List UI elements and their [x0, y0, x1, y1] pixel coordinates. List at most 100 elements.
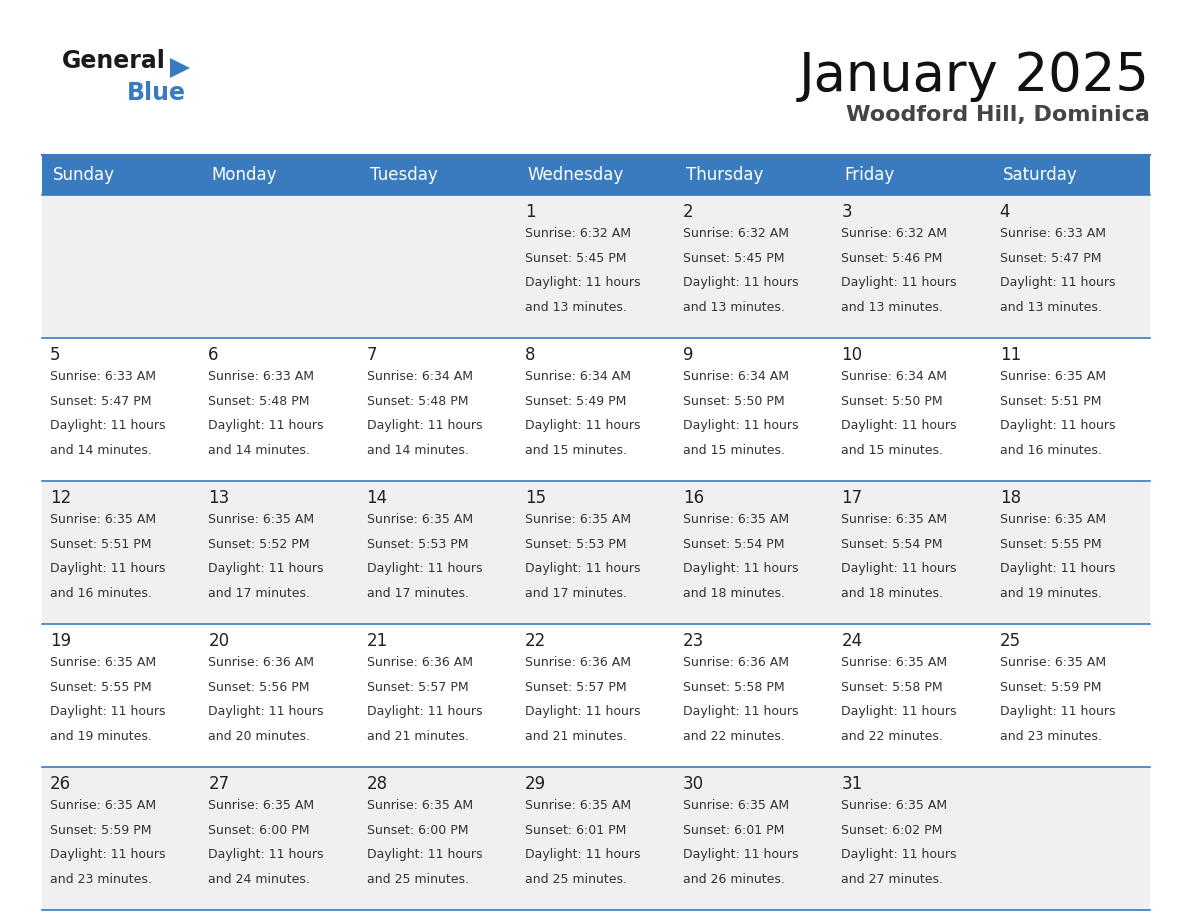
Text: 4: 4: [1000, 203, 1010, 221]
Text: 31: 31: [841, 775, 862, 793]
Text: Daylight: 11 hours: Daylight: 11 hours: [683, 848, 798, 861]
Text: Daylight: 11 hours: Daylight: 11 hours: [50, 705, 165, 718]
Text: Sunrise: 6:35 AM: Sunrise: 6:35 AM: [683, 799, 789, 812]
Text: Daylight: 11 hours: Daylight: 11 hours: [1000, 419, 1116, 432]
Text: 10: 10: [841, 346, 862, 364]
Text: and 25 minutes.: and 25 minutes.: [525, 873, 627, 886]
Text: Sunset: 5:52 PM: Sunset: 5:52 PM: [208, 538, 310, 551]
Text: and 14 minutes.: and 14 minutes.: [208, 443, 310, 456]
Text: Daylight: 11 hours: Daylight: 11 hours: [367, 848, 482, 861]
Text: Tuesday: Tuesday: [369, 166, 437, 184]
Text: and 27 minutes.: and 27 minutes.: [841, 873, 943, 886]
Text: and 14 minutes.: and 14 minutes.: [50, 443, 152, 456]
Text: Sunset: 5:48 PM: Sunset: 5:48 PM: [367, 395, 468, 408]
Text: Daylight: 11 hours: Daylight: 11 hours: [841, 276, 956, 289]
Text: Daylight: 11 hours: Daylight: 11 hours: [683, 276, 798, 289]
Bar: [992, 624, 1150, 767]
Bar: [517, 767, 675, 910]
Text: Sunset: 5:54 PM: Sunset: 5:54 PM: [841, 538, 943, 551]
Text: Sunset: 5:49 PM: Sunset: 5:49 PM: [525, 395, 626, 408]
Bar: [201, 155, 359, 195]
Text: 18: 18: [1000, 489, 1020, 507]
Bar: [834, 481, 992, 624]
Bar: [992, 481, 1150, 624]
Text: and 13 minutes.: and 13 minutes.: [841, 300, 943, 314]
Text: Sunrise: 6:35 AM: Sunrise: 6:35 AM: [841, 799, 948, 812]
Text: and 13 minutes.: and 13 minutes.: [683, 300, 785, 314]
Text: Thursday: Thursday: [687, 166, 764, 184]
Text: Sunset: 5:45 PM: Sunset: 5:45 PM: [683, 252, 784, 264]
Text: and 19 minutes.: and 19 minutes.: [50, 730, 152, 743]
Text: Daylight: 11 hours: Daylight: 11 hours: [208, 705, 324, 718]
Text: 9: 9: [683, 346, 694, 364]
Bar: [359, 155, 517, 195]
Text: and 15 minutes.: and 15 minutes.: [683, 443, 785, 456]
Text: Daylight: 11 hours: Daylight: 11 hours: [525, 276, 640, 289]
Text: Daylight: 11 hours: Daylight: 11 hours: [367, 705, 482, 718]
Text: 6: 6: [208, 346, 219, 364]
Text: Sunrise: 6:35 AM: Sunrise: 6:35 AM: [1000, 370, 1106, 383]
Text: Daylight: 11 hours: Daylight: 11 hours: [683, 419, 798, 432]
Text: Sunrise: 6:33 AM: Sunrise: 6:33 AM: [50, 370, 156, 383]
Text: Sunrise: 6:36 AM: Sunrise: 6:36 AM: [525, 656, 631, 669]
Text: and 23 minutes.: and 23 minutes.: [50, 873, 152, 886]
Text: and 15 minutes.: and 15 minutes.: [841, 443, 943, 456]
Text: Sunrise: 6:34 AM: Sunrise: 6:34 AM: [525, 370, 631, 383]
Bar: [42, 481, 201, 624]
Text: Sunset: 5:45 PM: Sunset: 5:45 PM: [525, 252, 626, 264]
Text: Daylight: 11 hours: Daylight: 11 hours: [1000, 705, 1116, 718]
Text: Daylight: 11 hours: Daylight: 11 hours: [525, 562, 640, 575]
Text: Sunrise: 6:36 AM: Sunrise: 6:36 AM: [367, 656, 473, 669]
Text: Sunset: 5:55 PM: Sunset: 5:55 PM: [1000, 538, 1101, 551]
Text: and 13 minutes.: and 13 minutes.: [525, 300, 627, 314]
Text: and 16 minutes.: and 16 minutes.: [1000, 443, 1101, 456]
Bar: [992, 155, 1150, 195]
Text: Sunset: 5:57 PM: Sunset: 5:57 PM: [367, 680, 468, 693]
Bar: [675, 338, 834, 481]
Bar: [359, 767, 517, 910]
Bar: [992, 338, 1150, 481]
Text: 21: 21: [367, 632, 387, 650]
Bar: [201, 624, 359, 767]
Text: Sunset: 5:58 PM: Sunset: 5:58 PM: [841, 680, 943, 693]
Text: and 16 minutes.: and 16 minutes.: [50, 587, 152, 599]
Text: Sunrise: 6:32 AM: Sunrise: 6:32 AM: [683, 227, 789, 240]
Text: Daylight: 11 hours: Daylight: 11 hours: [525, 848, 640, 861]
Text: Sunrise: 6:35 AM: Sunrise: 6:35 AM: [1000, 656, 1106, 669]
Text: and 15 minutes.: and 15 minutes.: [525, 443, 627, 456]
Text: Daylight: 11 hours: Daylight: 11 hours: [525, 705, 640, 718]
Bar: [992, 767, 1150, 910]
Text: Daylight: 11 hours: Daylight: 11 hours: [683, 705, 798, 718]
Text: 19: 19: [50, 632, 71, 650]
Text: General: General: [62, 49, 166, 73]
Text: Sunset: 5:58 PM: Sunset: 5:58 PM: [683, 680, 785, 693]
Text: Sunrise: 6:35 AM: Sunrise: 6:35 AM: [841, 513, 948, 526]
Text: 20: 20: [208, 632, 229, 650]
Text: and 22 minutes.: and 22 minutes.: [683, 730, 785, 743]
Bar: [992, 195, 1150, 338]
Bar: [359, 624, 517, 767]
Bar: [834, 624, 992, 767]
Text: Daylight: 11 hours: Daylight: 11 hours: [50, 419, 165, 432]
Text: Daylight: 11 hours: Daylight: 11 hours: [1000, 562, 1116, 575]
Text: 27: 27: [208, 775, 229, 793]
Text: Daylight: 11 hours: Daylight: 11 hours: [208, 848, 324, 861]
Text: 11: 11: [1000, 346, 1020, 364]
Text: and 14 minutes.: and 14 minutes.: [367, 443, 468, 456]
Text: Sunrise: 6:32 AM: Sunrise: 6:32 AM: [525, 227, 631, 240]
Text: Sunset: 6:00 PM: Sunset: 6:00 PM: [208, 823, 310, 836]
Text: Monday: Monday: [211, 166, 277, 184]
Text: 23: 23: [683, 632, 704, 650]
Text: Sunrise: 6:35 AM: Sunrise: 6:35 AM: [367, 799, 473, 812]
Text: Sunset: 5:57 PM: Sunset: 5:57 PM: [525, 680, 626, 693]
Polygon shape: [170, 58, 190, 78]
Text: 24: 24: [841, 632, 862, 650]
Text: Daylight: 11 hours: Daylight: 11 hours: [841, 705, 956, 718]
Text: Sunrise: 6:35 AM: Sunrise: 6:35 AM: [525, 799, 631, 812]
Bar: [201, 481, 359, 624]
Bar: [201, 767, 359, 910]
Text: Sunset: 5:55 PM: Sunset: 5:55 PM: [50, 680, 152, 693]
Text: Daylight: 11 hours: Daylight: 11 hours: [841, 419, 956, 432]
Text: Sunrise: 6:36 AM: Sunrise: 6:36 AM: [683, 656, 789, 669]
Text: Sunset: 5:46 PM: Sunset: 5:46 PM: [841, 252, 943, 264]
